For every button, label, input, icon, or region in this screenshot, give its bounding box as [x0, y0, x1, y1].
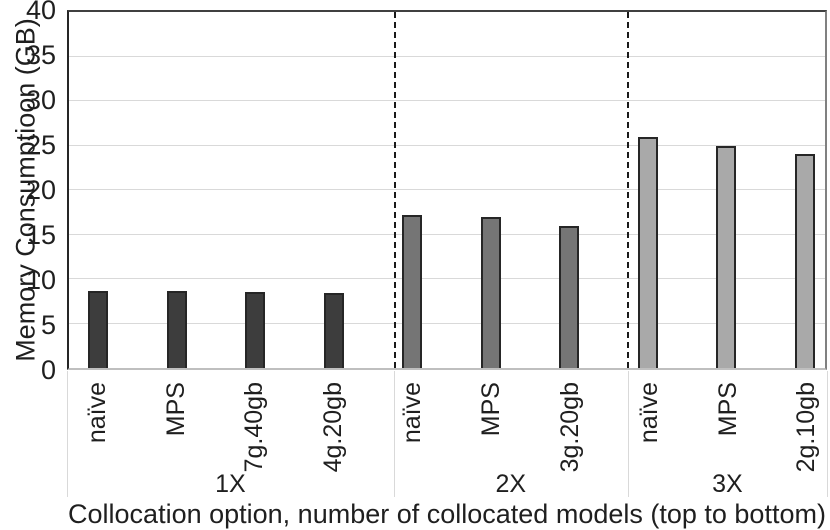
- gridline: [69, 322, 825, 324]
- y-tick-label: 0: [40, 355, 56, 385]
- gridline: [69, 144, 825, 146]
- x-tick-label: naïve: [398, 382, 427, 444]
- y-tick-label: 10: [25, 265, 56, 295]
- x-tick-label: 2g.10gb: [792, 382, 821, 473]
- group-separator-line: [626, 12, 629, 368]
- category-divider: [827, 371, 828, 497]
- x-tick-label: 7g.40gb: [240, 382, 269, 473]
- bar: [88, 291, 109, 368]
- x-tick-label: MPS: [477, 382, 505, 437]
- x-tick-label: naïve: [82, 382, 111, 444]
- bar: [637, 136, 658, 368]
- x-tick-label: 4g.20gb: [319, 382, 348, 473]
- x-axis-title: Collocation option, number of collocated…: [68, 499, 826, 529]
- y-tick-label: 25: [25, 130, 56, 160]
- y-tick-label: 35: [25, 40, 56, 70]
- x-tick-label: 3g.20gb: [555, 382, 584, 473]
- x-tick-label: MPS: [713, 382, 742, 437]
- gridline: [69, 233, 825, 235]
- y-tick-label: 15: [25, 220, 56, 250]
- category-divider: [627, 371, 629, 497]
- category-divider: [393, 371, 395, 497]
- bar: [166, 291, 187, 368]
- gridline: [69, 278, 825, 279]
- group-label: 2X: [495, 470, 527, 498]
- category-divider: [67, 371, 68, 497]
- gridline: [69, 189, 825, 190]
- bar: [559, 225, 580, 368]
- bar: [480, 216, 501, 368]
- x-tick-label: MPS: [161, 382, 190, 437]
- group-label: 3X: [712, 470, 743, 498]
- plot-area: [67, 10, 827, 370]
- bar: [794, 154, 815, 368]
- x-tick-label: naïve: [634, 382, 663, 444]
- bar: [716, 145, 737, 368]
- bar: [323, 293, 344, 368]
- group-separator-line: [394, 12, 397, 368]
- y-tick-label: 20: [25, 175, 56, 205]
- gridline: [69, 55, 825, 57]
- gridline: [69, 100, 825, 101]
- bar: [245, 292, 266, 368]
- y-tick-label: 40: [25, 0, 56, 25]
- y-tick-label: 5: [40, 310, 56, 340]
- y-tick-label: 30: [25, 85, 56, 115]
- bar: [402, 214, 423, 368]
- group-label: 1X: [215, 470, 246, 498]
